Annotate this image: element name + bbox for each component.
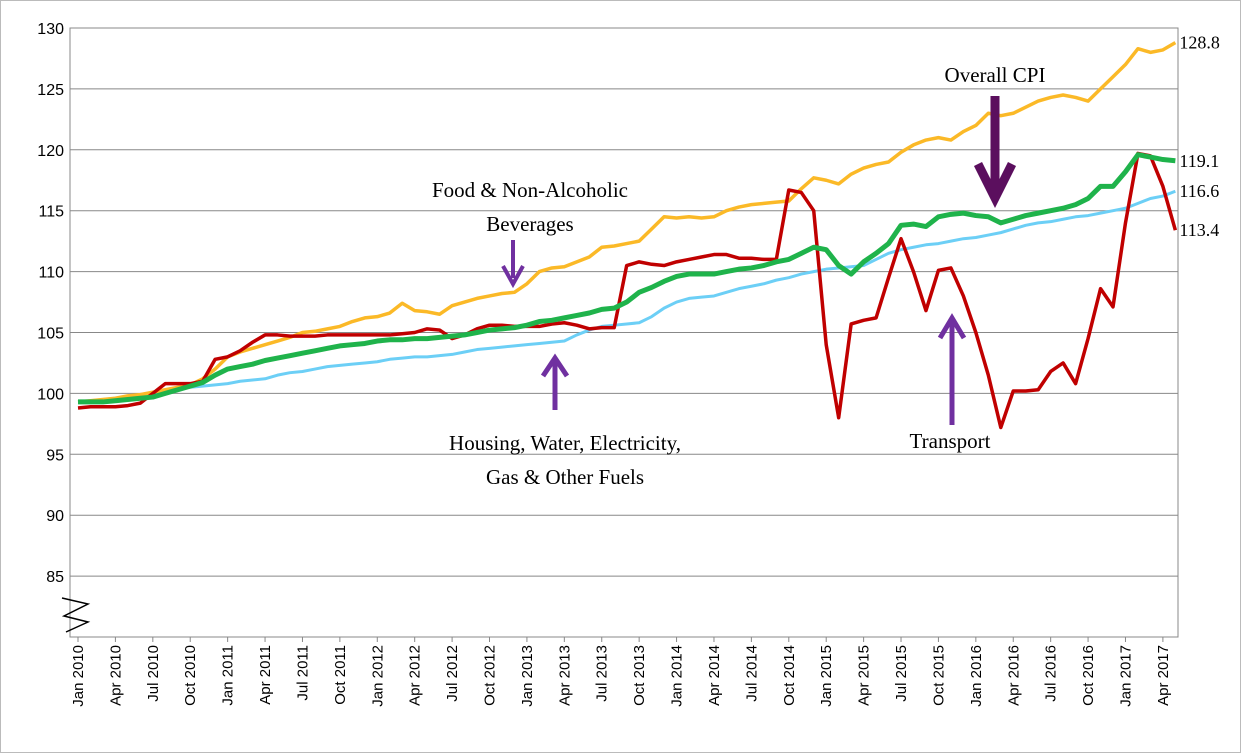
x-tick-label: Jul 2015 — [893, 645, 910, 702]
annotation: Gas & Other Fuels — [486, 465, 644, 489]
plot-frame — [69, 27, 1179, 638]
end-value-label: 119.1 — [1179, 151, 1219, 171]
arrow-head — [501, 265, 525, 289]
y-tick-label: 100 — [37, 386, 64, 403]
annotation: Housing, Water, Electricity, — [449, 431, 681, 455]
x-tick-label: Jan 2012 — [369, 645, 386, 707]
x-tick-label: Jan 2015 — [818, 645, 835, 707]
x-tick-label: Jan 2016 — [968, 645, 985, 707]
y-tick-label: 90 — [46, 508, 64, 525]
x-tick-label: Jan 2017 — [1117, 645, 1134, 707]
x-tick-label: Jan 2011 — [220, 645, 237, 706]
x-tick-label: Apr 2014 — [706, 645, 723, 706]
annotation: Food & Non-Alcoholic — [432, 178, 628, 202]
y-tick-label: 130 — [37, 21, 64, 38]
axis-break — [61, 597, 91, 633]
series-line — [78, 152, 1176, 405]
end-value-label: 116.6 — [1179, 181, 1219, 201]
y-tick-label: 115 — [38, 204, 64, 221]
x-tick-label: Apr 2013 — [556, 645, 573, 706]
x-tick-label: Jul 2013 — [594, 645, 611, 702]
x-tick-label: Jan 2014 — [669, 645, 686, 707]
x-tick-label: Apr 2012 — [407, 645, 424, 706]
arrow-head — [973, 161, 1017, 209]
x-tick-label: Jul 2011 — [294, 645, 311, 701]
x-tick-label: Oct 2014 — [781, 645, 798, 706]
x-tick-label: Jul 2012 — [444, 645, 461, 702]
x-tick-label: Jan 2013 — [519, 645, 536, 707]
x-tick-label: Oct 2015 — [930, 645, 947, 706]
x-tick-label: Apr 2015 — [856, 645, 873, 706]
x-tick-label: Oct 2011 — [332, 645, 349, 705]
end-value-label: 128.8 — [1179, 33, 1220, 53]
x-tick-label: Apr 2010 — [107, 645, 124, 706]
x-tick-label: Oct 2012 — [482, 645, 499, 706]
y-tick-label: 105 — [37, 326, 64, 343]
y-tick-label: 85 — [46, 569, 64, 586]
annotation: Overall CPI — [945, 63, 1046, 87]
x-tick-label: Jul 2014 — [743, 645, 760, 702]
x-tick-label: Jul 2016 — [1043, 645, 1060, 702]
y-tick-label: 120 — [37, 143, 64, 160]
end-value-label: 113.4 — [1179, 220, 1219, 240]
x-tick-label: Oct 2010 — [182, 645, 199, 706]
y-tick-label: 125 — [37, 82, 64, 99]
x-tick-label: Oct 2013 — [631, 645, 648, 706]
annotation-arrows — [501, 96, 1017, 425]
y-tick-label: 95 — [46, 447, 64, 464]
series-line — [77, 189, 1176, 404]
y-tick-label: 110 — [38, 265, 64, 282]
x-tick-label: Oct 2016 — [1080, 645, 1097, 706]
lines — [77, 41, 1178, 430]
arrow-head — [540, 353, 570, 378]
arrow-head — [937, 313, 967, 340]
annotation: Transport — [910, 429, 991, 453]
annotation: Beverages — [486, 212, 573, 236]
x-tick-label: Apr 2011 — [257, 645, 274, 705]
x-tick-label: Jul 2010 — [145, 645, 162, 702]
x-tick-label: Jan 2010 — [70, 645, 87, 707]
series-line — [77, 151, 1178, 430]
x-tick-label: Apr 2017 — [1155, 645, 1172, 706]
x-tick-label: Apr 2016 — [1005, 645, 1022, 706]
